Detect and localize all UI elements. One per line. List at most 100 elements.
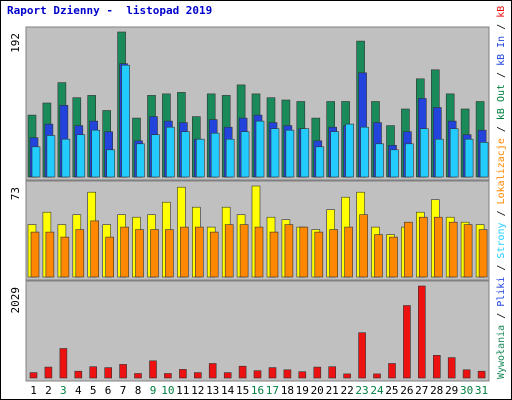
bar-middle-kb-out-day-17 bbox=[269, 231, 279, 278]
x-tick-label-day-31: 31 bbox=[475, 384, 488, 397]
bar-bottom-kb-f-day-12 bbox=[194, 372, 202, 379]
x-tick-label-day-30: 30 bbox=[460, 384, 473, 397]
x-tick-label-day-21: 21 bbox=[326, 384, 339, 397]
bar-middle-kb-out-day-11 bbox=[180, 226, 189, 278]
bar-top-strony-day-18 bbox=[285, 129, 295, 178]
x-tick-label-day-14: 14 bbox=[221, 384, 235, 397]
bar-top-strony-day-6 bbox=[106, 149, 115, 178]
bar-top-strony-day-23 bbox=[360, 126, 369, 178]
right-legend-part-5: / bbox=[496, 204, 507, 222]
right-legend-part-2: Pliki bbox=[496, 277, 507, 307]
x-tick-label-day-17: 17 bbox=[266, 384, 279, 397]
bar-middle-kb-out-day-26 bbox=[404, 221, 413, 278]
x-tick-label-day-24: 24 bbox=[370, 384, 384, 397]
bar-top-strony-day-25 bbox=[390, 149, 399, 178]
bar-top-strony-day-12 bbox=[196, 138, 205, 178]
bar-middle-kb-out-day-7 bbox=[120, 226, 129, 278]
x-tick-label-day-19: 19 bbox=[296, 384, 309, 397]
x-tick-label-day-13: 13 bbox=[206, 384, 219, 397]
bar-bottom-kb-f-day-3 bbox=[59, 348, 68, 379]
bar-top-strony-day-20 bbox=[315, 146, 325, 178]
bar-middle-kb-out-day-23 bbox=[359, 214, 368, 278]
x-tick-label-day-7: 7 bbox=[120, 384, 127, 397]
bar-top-strony-day-9 bbox=[151, 134, 160, 178]
bar-top-strony-day-29 bbox=[449, 128, 459, 178]
right-legend-part-1: / bbox=[496, 307, 507, 325]
x-tick-label-day-29: 29 bbox=[445, 384, 458, 397]
bar-top-strony-day-19 bbox=[300, 128, 310, 178]
bar-middle-kb-out-day-2 bbox=[45, 231, 55, 278]
right-legend-part-11: / bbox=[496, 18, 507, 36]
bar-top-strony-day-26 bbox=[405, 143, 414, 178]
bar-middle-kb-out-day-24 bbox=[374, 234, 383, 278]
bar-bottom-kb-f-day-19 bbox=[298, 371, 307, 379]
bar-top-strony-day-11 bbox=[181, 131, 190, 178]
right-legend-part-10: kB In bbox=[496, 36, 507, 66]
x-tick-label-day-27: 27 bbox=[415, 384, 428, 397]
x-tick-label-day-3: 3 bbox=[60, 384, 67, 397]
x-tick-label-day-6: 6 bbox=[105, 384, 112, 397]
x-tick-label-day-10: 10 bbox=[161, 384, 174, 397]
bar-middle-kb-out-day-29 bbox=[448, 221, 458, 278]
right-legend: Wywołania / Pliki / Strony / Lokalizacje… bbox=[496, 1, 507, 379]
x-tick-label-day-22: 22 bbox=[340, 384, 353, 397]
panel-middle-max-label: 73 bbox=[9, 187, 22, 200]
bar-bottom-kb-f-day-28 bbox=[432, 354, 441, 379]
right-legend-part-4: Strony bbox=[496, 222, 507, 258]
right-legend-part-3: / bbox=[496, 259, 507, 277]
right-legend-part-7: / bbox=[496, 120, 507, 138]
right-legend-part-9: / bbox=[496, 66, 507, 84]
bar-top-strony-day-30 bbox=[464, 138, 474, 178]
right-legend-part-0: Wywołania bbox=[496, 325, 507, 379]
x-tick-label-day-18: 18 bbox=[281, 384, 294, 397]
bar-bottom-kb-f-day-22 bbox=[343, 373, 351, 379]
x-tick-label-day-1: 1 bbox=[30, 384, 37, 397]
bar-top-strony-day-8 bbox=[136, 143, 145, 178]
panel-top-max-label: 192 bbox=[9, 33, 22, 53]
bar-bottom-kb-f-day-25 bbox=[388, 363, 396, 379]
bar-bottom-kb-f-day-8 bbox=[134, 373, 142, 379]
bar-middle-kb-out-day-19 bbox=[299, 226, 309, 278]
bar-middle-kb-out-day-18 bbox=[284, 224, 294, 278]
bar-middle-kb-out-day-22 bbox=[344, 226, 353, 278]
bar-bottom-kb-f-day-5 bbox=[89, 366, 97, 379]
bar-middle-kb-out-day-14 bbox=[224, 224, 234, 278]
bar-bottom-kb-f-day-20 bbox=[313, 366, 322, 379]
bar-top-strony-day-10 bbox=[166, 126, 175, 178]
x-tick-label-day-16: 16 bbox=[251, 384, 264, 397]
bar-top-strony-day-4 bbox=[76, 134, 86, 178]
bar-bottom-kb-f-day-16 bbox=[253, 370, 262, 379]
bar-middle-kb-out-day-20 bbox=[314, 231, 324, 278]
bar-top-strony-day-15 bbox=[240, 131, 250, 178]
bar-top-strony-day-31 bbox=[479, 142, 489, 178]
right-legend-part-8: kB Out bbox=[496, 84, 507, 120]
bar-middle-kb-out-day-5 bbox=[90, 220, 99, 278]
bar-bottom-kb-f-day-6 bbox=[104, 367, 112, 379]
page-title: Raport Dzienny - listopad 2019 bbox=[7, 4, 213, 17]
bar-bottom-kb-f-day-4 bbox=[74, 370, 83, 379]
x-tick-label-day-25: 25 bbox=[385, 384, 398, 397]
bar-bottom-kb-f-day-1 bbox=[29, 372, 38, 379]
bar-middle-kb-out-day-31 bbox=[478, 229, 488, 278]
bar-bottom-kb-f-day-29 bbox=[447, 357, 456, 379]
bar-bottom-kb-f-day-27 bbox=[417, 285, 426, 379]
bar-middle-kb-out-day-16 bbox=[254, 226, 264, 278]
bar-bottom-kb-f-day-15 bbox=[238, 365, 247, 379]
x-tick-label-day-8: 8 bbox=[135, 384, 142, 397]
bar-top-strony-day-14 bbox=[225, 138, 235, 178]
bar-middle-kb-out-day-9 bbox=[150, 229, 159, 278]
bar-top-strony-day-3 bbox=[61, 138, 71, 178]
bar-middle-kb-out-day-1 bbox=[30, 231, 40, 278]
bar-top-strony-day-5 bbox=[91, 129, 100, 178]
bar-bottom-kb-f-day-13 bbox=[208, 363, 217, 379]
bar-top-strony-day-22 bbox=[345, 123, 354, 178]
bar-top-strony-day-21 bbox=[330, 131, 340, 178]
bar-middle-kb-out-day-12 bbox=[195, 226, 204, 278]
bar-bottom-kb-f-day-26 bbox=[403, 305, 411, 379]
bar-middle-kb-out-day-21 bbox=[329, 229, 339, 278]
bar-top-strony-day-28 bbox=[434, 138, 444, 178]
bar-bottom-kb-f-day-18 bbox=[283, 369, 292, 379]
bar-middle-kb-out-day-10 bbox=[165, 229, 174, 278]
bar-bottom-kb-f-day-10 bbox=[164, 373, 172, 379]
x-tick-label-day-5: 5 bbox=[90, 384, 97, 397]
